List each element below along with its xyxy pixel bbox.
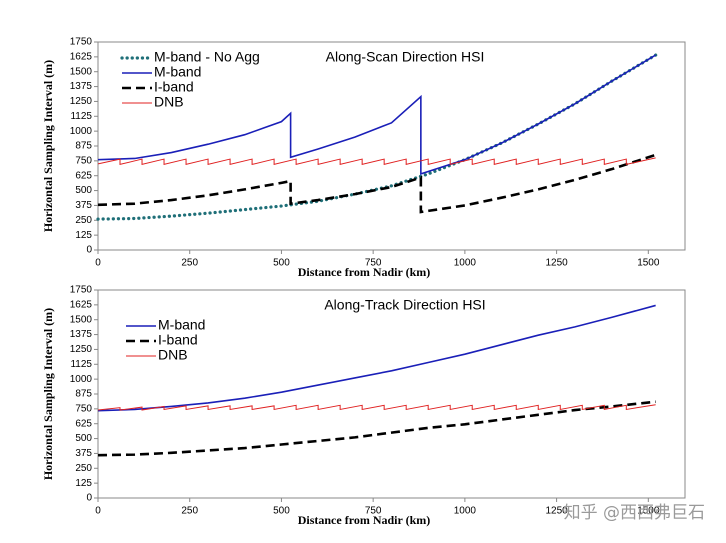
chart-title: Along-Scan Direction HSI [326, 49, 485, 65]
x-axis-label: Distance from Nadir (km) [298, 265, 431, 279]
y-tick-label: 1250 [70, 96, 93, 107]
chart-title: Along-Track Direction HSI [324, 297, 485, 313]
x-tick-label: 750 [365, 258, 382, 269]
legend-label: M-band - No Agg [154, 49, 260, 65]
legend-label: DNB [154, 94, 184, 110]
legend-label: M-band [154, 64, 201, 80]
y-tick-label: 0 [86, 245, 92, 256]
series-line [97, 153, 657, 214]
y-tick-label: 1500 [70, 66, 93, 77]
x-tick-label: 500 [273, 506, 290, 517]
x-axis-label: Distance from Nadir (km) [298, 513, 431, 527]
x-tick-label: 1250 [545, 506, 568, 517]
x-tick-label: 1000 [454, 506, 477, 517]
watermark: 知乎 @西西弗巨石 [564, 503, 705, 523]
series-line [97, 54, 657, 176]
series-line [97, 400, 656, 457]
y-tick-label: 1000 [70, 126, 93, 137]
y-axis-label: Horizontal Sampling Interval (m) [41, 60, 55, 232]
y-tick-label: 1625 [70, 299, 93, 310]
y-tick-label: 1375 [70, 81, 93, 92]
x-tick-label: 1000 [454, 258, 477, 269]
y-tick-label: 875 [75, 389, 92, 400]
y-tick-label: 1125 [70, 359, 92, 370]
series-line [97, 304, 656, 412]
x-tick-label: 750 [365, 506, 382, 517]
x-tick-label: 250 [181, 258, 198, 269]
y-tick-label: 125 [75, 230, 92, 241]
legend-label: DNB [158, 347, 188, 363]
series-line [97, 157, 656, 166]
y-tick-label: 625 [75, 418, 92, 429]
y-tick-label: 125 [75, 478, 92, 489]
x-tick-label: 0 [95, 258, 101, 269]
y-tick-label: 1750 [70, 37, 93, 48]
series-line [97, 404, 656, 411]
y-tick-label: 500 [75, 433, 92, 444]
y-tick-label: 1250 [70, 344, 93, 355]
legend-label: M-band [158, 317, 205, 333]
x-tick-label: 500 [273, 258, 290, 269]
y-tick-label: 1625 [70, 51, 93, 62]
x-tick-label: 1500 [637, 258, 660, 269]
y-tick-label: 500 [75, 185, 92, 196]
x-tick-label: 1250 [545, 258, 568, 269]
y-axis-label: Horizontal Sampling Interval (m) [41, 308, 55, 480]
y-tick-label: 625 [75, 170, 92, 181]
y-tick-label: 250 [75, 215, 92, 226]
legend-label: I-band [154, 79, 194, 95]
y-tick-label: 1000 [70, 374, 93, 385]
y-tick-label: 375 [75, 200, 92, 211]
y-tick-label: 0 [86, 493, 92, 504]
legend-label: I-band [158, 332, 198, 348]
y-tick-label: 750 [75, 155, 92, 166]
x-tick-label: 1500 [637, 506, 660, 517]
y-tick-label: 1750 [70, 285, 93, 296]
x-tick-label: 0 [95, 506, 101, 517]
y-tick-label: 1125 [70, 111, 92, 122]
y-tick-label: 750 [75, 403, 92, 414]
y-tick-label: 250 [75, 463, 92, 474]
x-tick-label: 250 [181, 506, 198, 517]
y-tick-label: 1500 [70, 314, 93, 325]
y-tick-label: 875 [75, 141, 92, 152]
series-line [96, 53, 658, 221]
y-tick-label: 375 [75, 448, 92, 459]
y-tick-label: 1375 [70, 329, 93, 340]
